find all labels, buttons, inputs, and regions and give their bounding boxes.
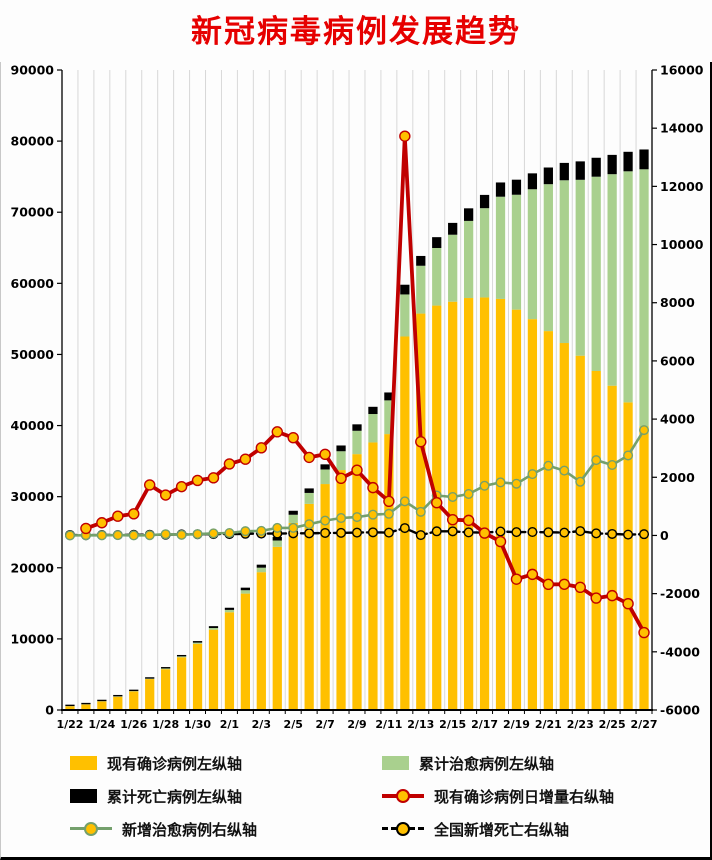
legend-swatch-cumulative-cured	[382, 756, 409, 770]
svg-text:6000: 6000	[660, 353, 695, 368]
svg-text:2/23: 2/23	[567, 718, 594, 731]
stacked-bars	[65, 149, 649, 710]
svg-text:2/1: 2/1	[220, 718, 239, 731]
svg-text:-4000: -4000	[660, 644, 700, 659]
svg-text:1/30: 1/30	[184, 718, 211, 731]
svg-text:2/11: 2/11	[375, 718, 402, 731]
svg-text:-2000: -2000	[660, 586, 700, 601]
trend-chart-canvas: 0100002000030000400005000060000700008000…	[11, 63, 704, 732]
svg-text:1/22: 1/22	[56, 718, 83, 731]
svg-text:60000: 60000	[11, 276, 55, 291]
svg-text:30000: 30000	[11, 489, 55, 504]
svg-text:2/25: 2/25	[599, 718, 626, 731]
axis-labels: 0100002000030000400005000060000700008000…	[11, 63, 704, 732]
legend-swatch-new-cured	[70, 821, 112, 837]
svg-text:2/15: 2/15	[439, 718, 466, 731]
legend-label-new-cured: 新增治愈病例右纵轴	[122, 820, 258, 839]
svg-text:16000: 16000	[660, 63, 704, 78]
legend-swatch-cumulative-deaths	[70, 789, 97, 803]
svg-text:2/9: 2/9	[347, 718, 366, 731]
legend-item-cumulative-cured: 累计治愈病例左纵轴	[382, 752, 668, 774]
svg-text:80000: 80000	[11, 134, 55, 149]
legend-marker-dot	[396, 789, 410, 803]
svg-text:2000: 2000	[660, 470, 695, 485]
svg-text:10000: 10000	[11, 631, 55, 646]
line-series-0	[80, 130, 650, 639]
legend-item-confirmed-daily-delta: 现有确诊病例日增量右纵轴	[382, 785, 668, 807]
chart-legend: 现有确诊病例左纵轴 累计治愈病例左纵轴 累计死亡病例左纵轴 现有确诊病例日增量右…	[70, 752, 670, 840]
legend-marker-dot	[84, 822, 98, 836]
svg-text:2/3: 2/3	[252, 718, 271, 731]
svg-text:14000: 14000	[660, 121, 704, 136]
svg-text:50000: 50000	[11, 347, 55, 362]
svg-text:4000: 4000	[660, 412, 695, 427]
svg-text:40000: 40000	[11, 418, 55, 433]
svg-text:1/24: 1/24	[88, 718, 115, 731]
svg-text:1/26: 1/26	[120, 718, 147, 731]
legend-item-new-cured: 新增治愈病例右纵轴	[70, 818, 382, 840]
svg-text:2/19: 2/19	[503, 718, 530, 731]
legend-label-cumulative-cured: 累计治愈病例左纵轴	[419, 754, 555, 773]
legend-label-cumulative-deaths: 累计死亡病例左纵轴	[107, 787, 243, 806]
chart-title: 新冠病毒病例发展趋势	[191, 14, 521, 50]
svg-text:2/21: 2/21	[535, 718, 562, 731]
svg-text:2/5: 2/5	[284, 718, 303, 731]
legend-item-current-confirmed: 现有确诊病例左纵轴	[70, 752, 382, 774]
legend-label-current-confirmed: 现有确诊病例左纵轴	[107, 754, 243, 773]
svg-text:8000: 8000	[660, 295, 695, 310]
legend-swatch-new-deaths	[382, 821, 424, 837]
legend-marker-dot	[396, 822, 410, 836]
svg-text:90000: 90000	[11, 63, 55, 78]
svg-text:2/13: 2/13	[407, 718, 434, 731]
svg-text:0: 0	[660, 528, 669, 543]
svg-text:10000: 10000	[660, 237, 704, 252]
svg-text:70000: 70000	[11, 205, 55, 220]
svg-text:20000: 20000	[11, 560, 55, 575]
svg-text:2/27: 2/27	[631, 718, 658, 731]
svg-text:1/28: 1/28	[152, 718, 179, 731]
svg-text:2/17: 2/17	[471, 718, 498, 731]
svg-text:0: 0	[45, 703, 54, 718]
legend-item-new-deaths: 全国新增死亡右纵轴	[382, 818, 668, 840]
line-series-1	[64, 425, 650, 541]
legend-swatch-current-confirmed	[70, 756, 97, 770]
axes	[57, 69, 657, 714]
svg-text:12000: 12000	[660, 179, 704, 194]
legend-label-confirmed-daily-delta: 现有确诊病例日增量右纵轴	[434, 787, 615, 806]
legend-item-cumulative-deaths: 累计死亡病例左纵轴	[70, 785, 382, 807]
svg-text:2/7: 2/7	[315, 718, 334, 731]
legend-label-new-deaths: 全国新增死亡右纵轴	[434, 820, 570, 839]
legend-swatch-confirmed-daily-delta	[382, 788, 424, 804]
svg-text:-6000: -6000	[660, 703, 700, 718]
